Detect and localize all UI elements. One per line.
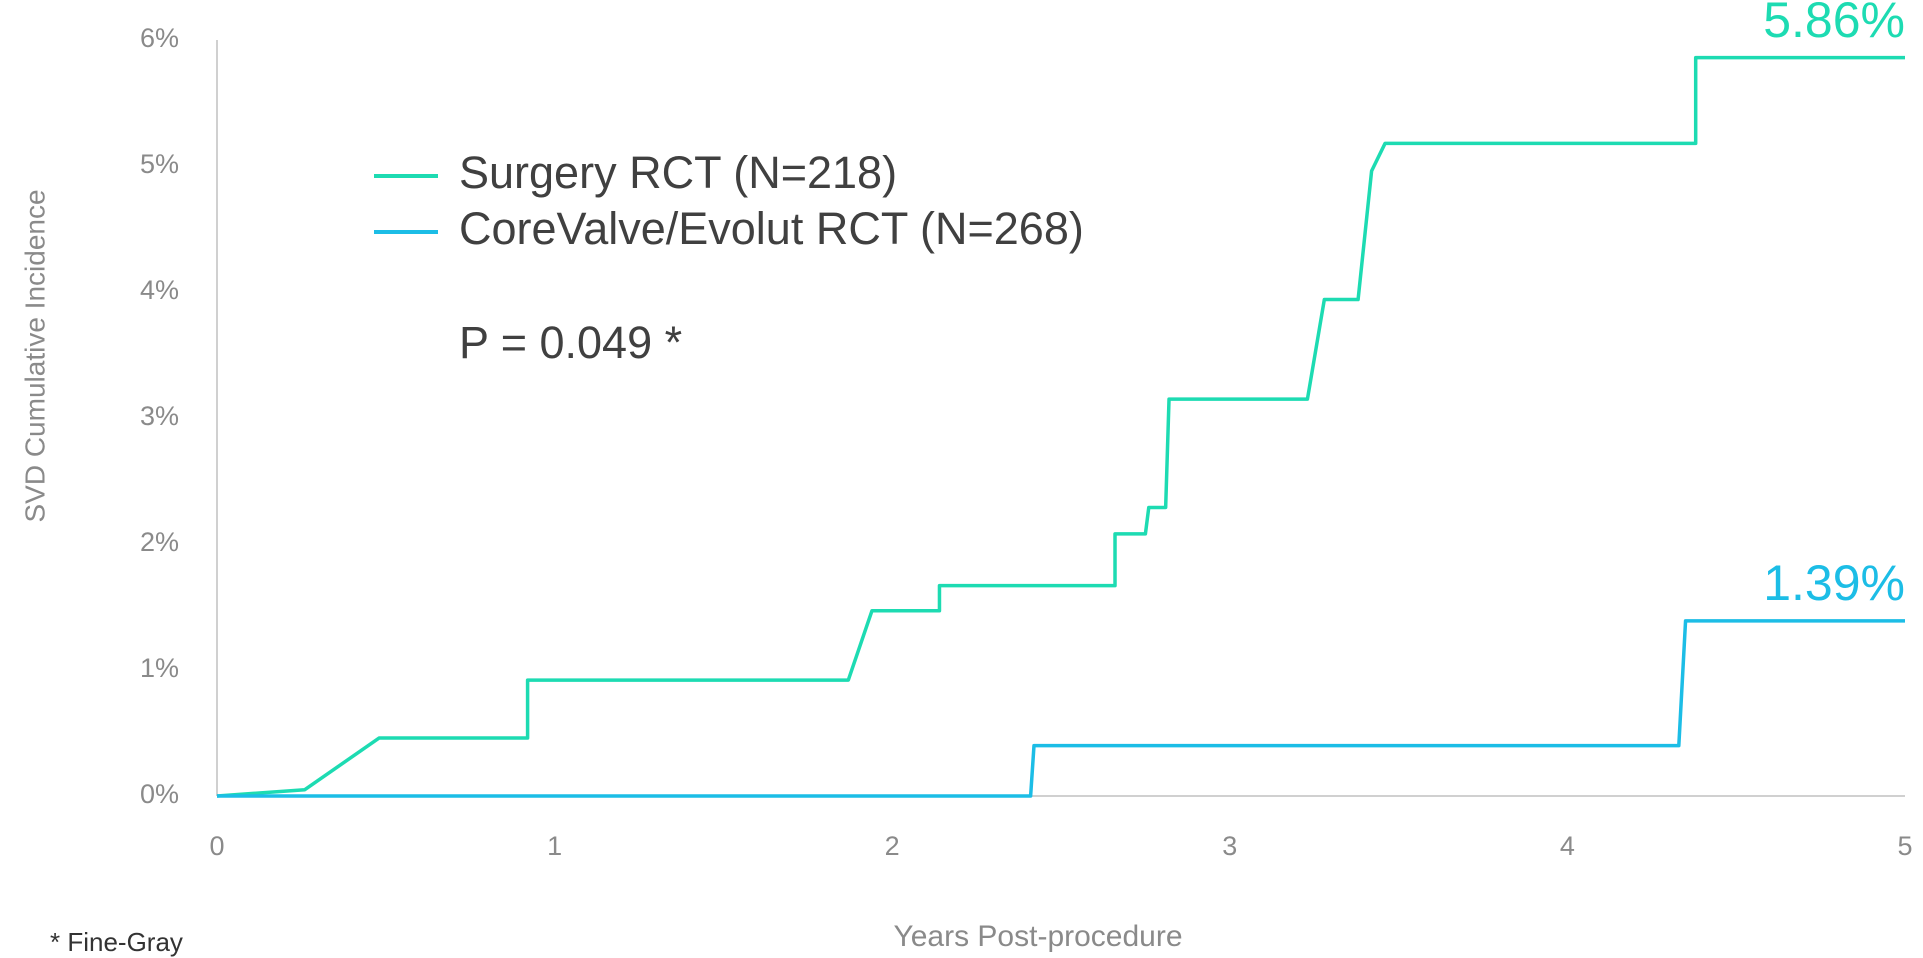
end-value-label: 5.86% (1763, 0, 1905, 48)
legend-label: Surgery RCT (N=218) (459, 147, 897, 198)
x-tick-label: 1 (547, 831, 562, 861)
x-tick-label: 0 (209, 831, 224, 861)
y-tick-label: 0% (140, 779, 179, 809)
y-axis-label: SVD Cumulative Incidence (19, 189, 50, 522)
y-tick-label: 3% (140, 401, 179, 431)
y-tick-label: 6% (140, 23, 179, 53)
y-tick-label: 4% (140, 275, 179, 305)
y-tick-label: 5% (140, 149, 179, 179)
y-tick-label: 1% (140, 653, 179, 683)
x-tick-label: 3 (1222, 831, 1237, 861)
y-tick-label: 2% (140, 527, 179, 557)
p-value: P = 0.049 * (459, 317, 682, 368)
series-line (216, 55, 1905, 798)
end-value-label: 1.39% (1763, 555, 1905, 611)
x-axis-label: Years Post-procedure (893, 920, 1182, 953)
x-tick-label: 4 (1560, 831, 1575, 861)
x-tick-label: 2 (885, 831, 900, 861)
x-tick-label: 5 (1897, 831, 1912, 861)
series-line (217, 619, 1905, 798)
footnote: * Fine-Gray (50, 927, 183, 957)
legend-label: CoreValve/Evolut RCT (N=268) (459, 203, 1084, 254)
